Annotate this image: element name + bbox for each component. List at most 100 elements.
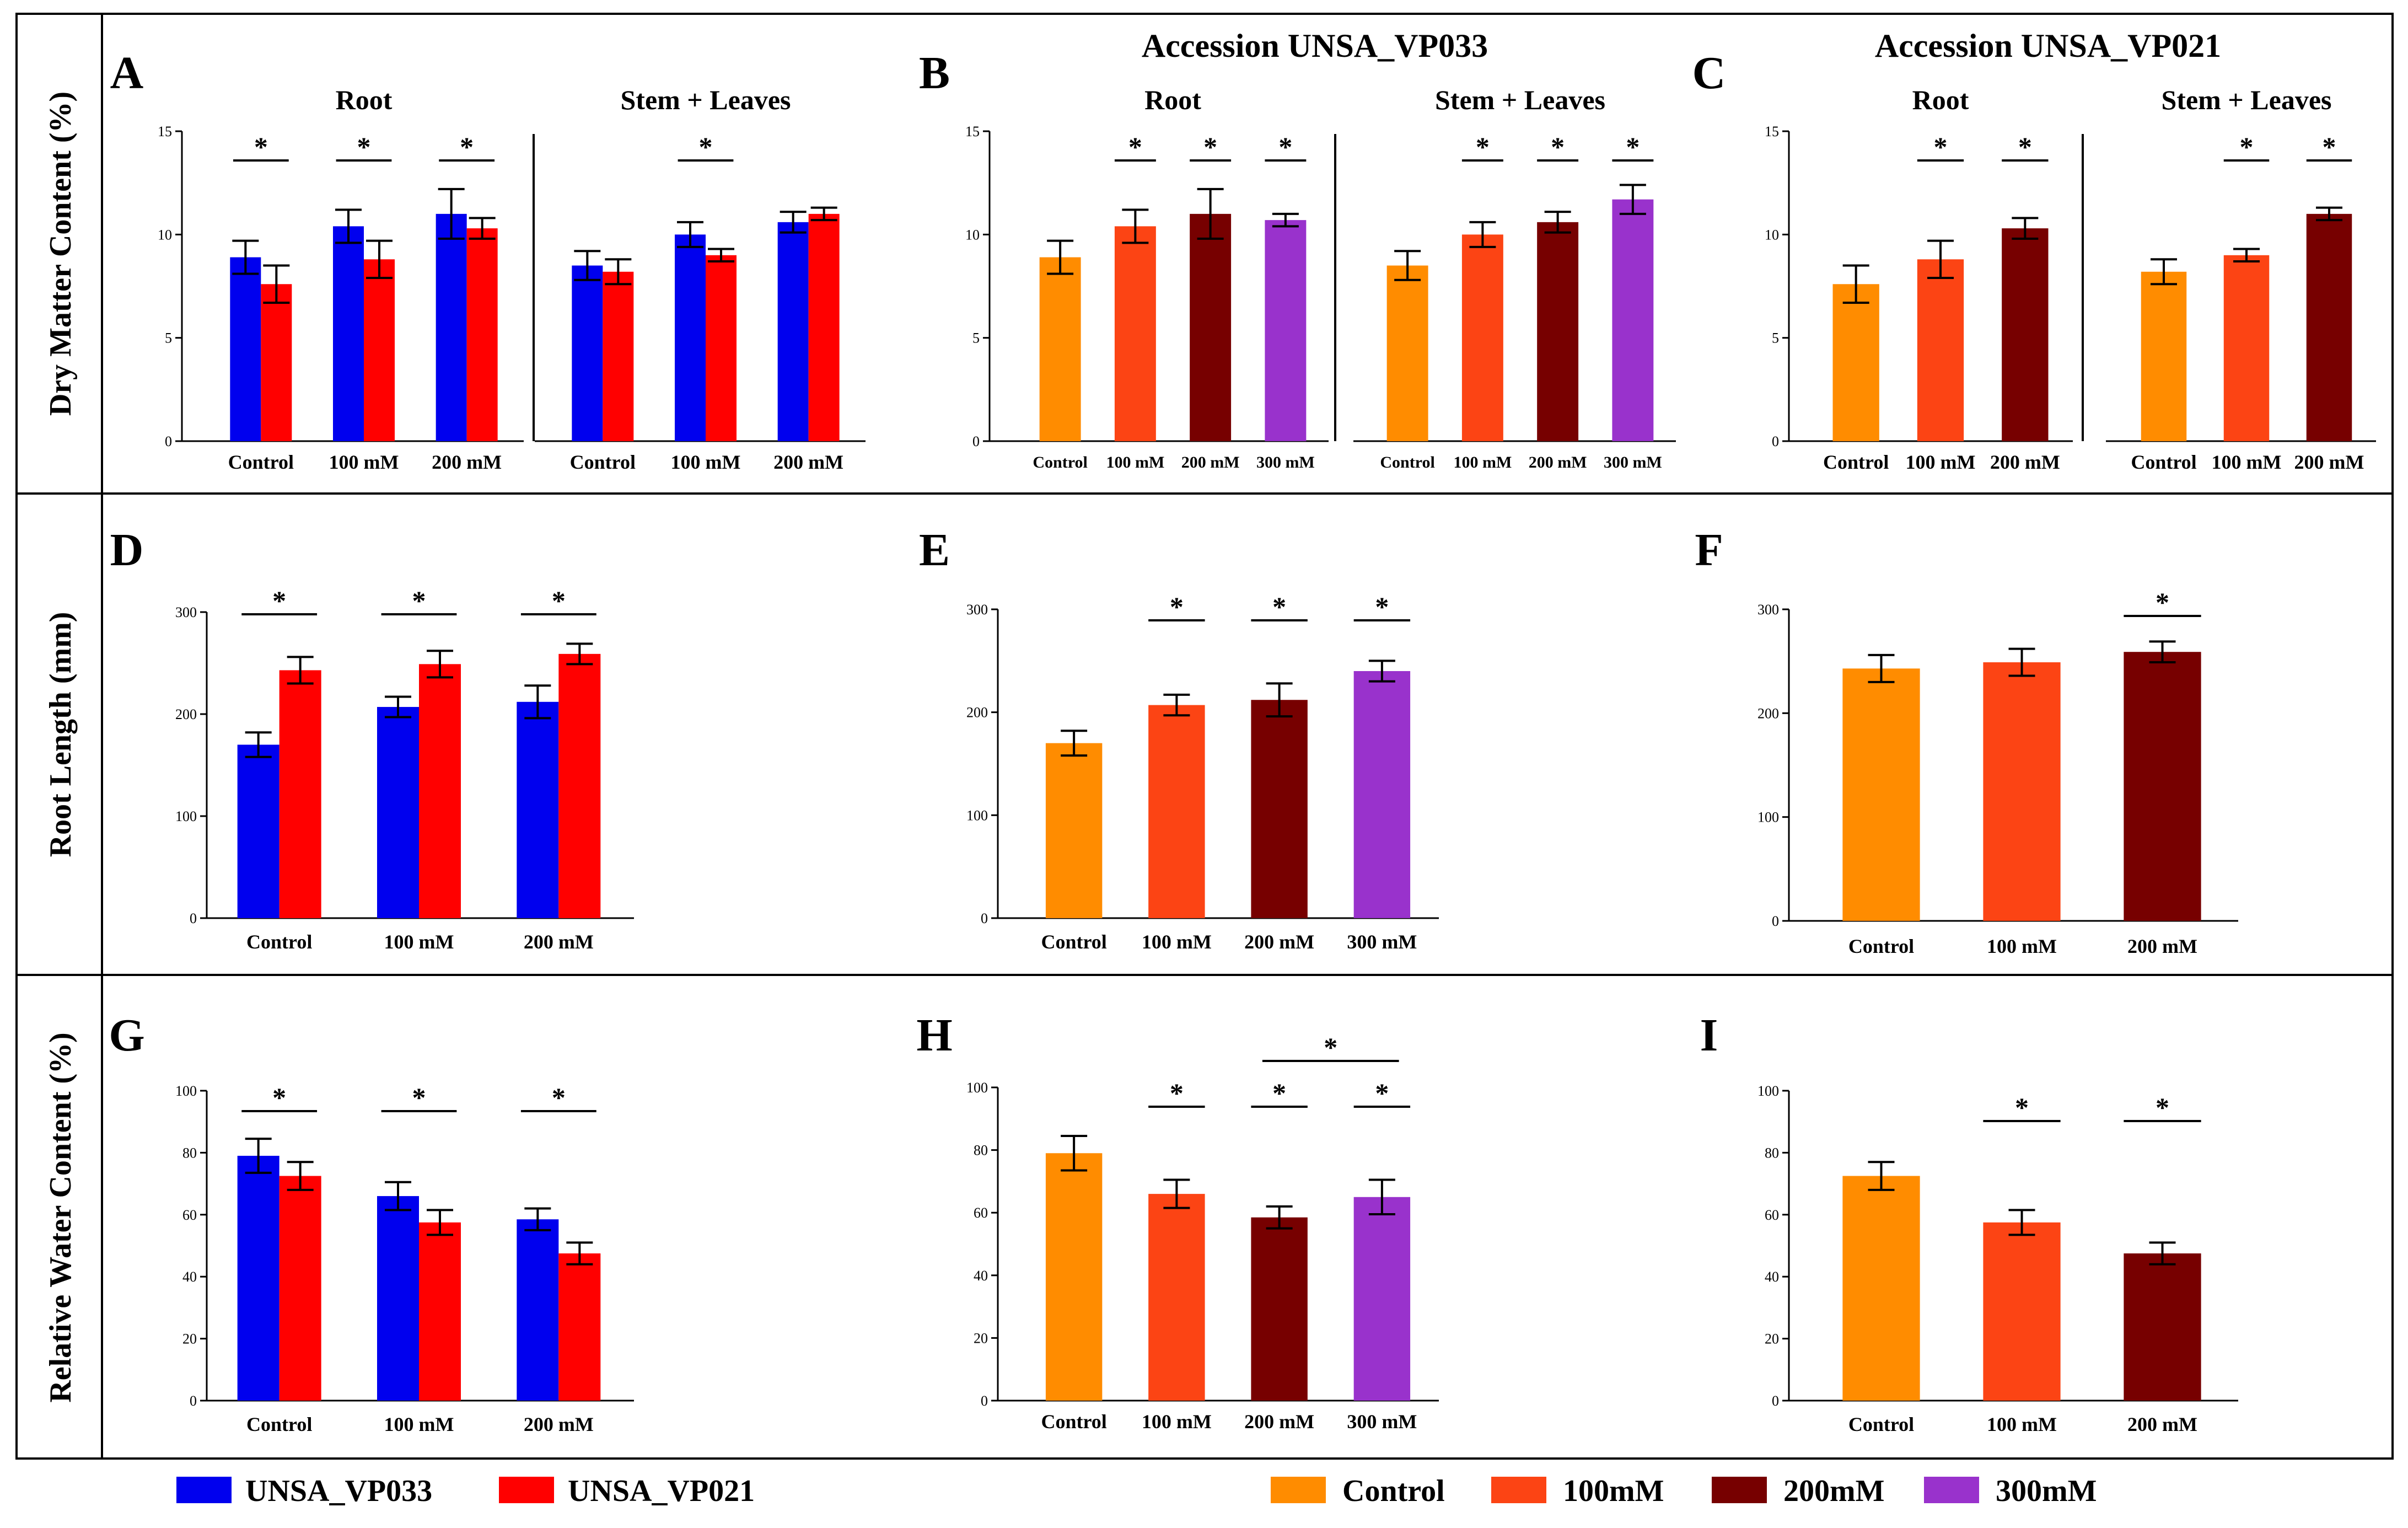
significance-star: *: [1551, 131, 1565, 162]
y-tick-label: 200: [175, 706, 197, 722]
significance-star: *: [2156, 587, 2169, 618]
bar: [558, 653, 601, 918]
significance-star: *: [1128, 131, 1142, 162]
panel-d: D 0 100 200 300 Control 100 mM 200 mM * * *: [110, 524, 634, 953]
x-tick-label: 100 mM: [2212, 451, 2282, 473]
y-tick-label: 0: [972, 433, 980, 449]
panel-f: F 0 100 200 300 Control 100 mM 200 mM *: [1695, 524, 2238, 957]
y-tick-label: 100: [1757, 809, 1779, 825]
bar: [333, 226, 364, 441]
bar: [279, 1176, 321, 1401]
panel-letter-i: I: [1700, 1010, 1718, 1061]
significance-star: *: [357, 131, 371, 162]
legend-label-300mm: 300mM: [1996, 1474, 2097, 1508]
x-tick-label: 200 mM: [2294, 451, 2364, 473]
significance-star: *: [1375, 1077, 1389, 1108]
y-tick-label: 80: [974, 1143, 988, 1159]
significance-star: *: [2018, 131, 2032, 162]
legend-label-100mm: 100mM: [1563, 1474, 1664, 1508]
bar: [1251, 1217, 1308, 1401]
bar: [1917, 259, 1964, 441]
significance-star: *: [2156, 1092, 2169, 1123]
legend-label-control: Control: [1342, 1474, 1445, 1508]
y-tick-label: 100: [966, 1080, 988, 1096]
bar: [808, 213, 840, 441]
x-tick-label: 200 mM: [432, 451, 502, 473]
y-tick-label: 80: [182, 1145, 197, 1161]
x-tick-label: 200 mM: [773, 451, 843, 473]
y-tick-label: 100: [966, 807, 988, 823]
x-tick-label: Control: [1033, 453, 1087, 471]
bar: [706, 255, 737, 441]
y-tick-label: 5: [972, 330, 980, 346]
panel-letter-a: A: [110, 47, 144, 99]
y-tick-label: 300: [966, 602, 988, 618]
bar: [466, 228, 498, 441]
x-tick-label: Control: [570, 451, 636, 473]
bar: [1114, 226, 1156, 441]
x-tick-label: 200 mM: [2127, 1413, 2197, 1435]
legend-swatch-300mm: [1924, 1477, 1979, 1503]
x-tick-label: 200 mM: [1244, 931, 1314, 953]
significance-star: *: [1278, 131, 1292, 162]
row-label-dry-matter: Dry Matter Content (%): [44, 92, 78, 416]
bar: [2223, 255, 2270, 441]
y-tick-label: 0: [1772, 1393, 1779, 1409]
bar: [572, 265, 603, 441]
legend-label-200mm: 200mM: [1783, 1474, 1885, 1508]
bar: [261, 284, 292, 441]
x-tick-label: 300 mM: [1347, 1411, 1417, 1433]
legend-label-unsa_vp033: UNSA_VP033: [245, 1474, 432, 1508]
x-tick-label: Control: [1848, 935, 1914, 957]
y-tick-label: 10: [965, 227, 980, 243]
bar: [1461, 234, 1503, 441]
panel-b: B 0 5 10 15 Root Control 100 mM 200 mM 300 mM * * * S…: [919, 47, 1676, 471]
panel-g: G 0 20 40 60 80 100 Control 100 mM 200 mM * * *: [109, 1010, 634, 1435]
y-tick-label: 20: [1765, 1331, 1779, 1347]
x-tick-label: 100 mM: [1106, 453, 1164, 471]
figure-frame: [15, 13, 2394, 1460]
significance-star: *: [2323, 131, 2336, 162]
bar: [230, 257, 261, 441]
bar: [2124, 1253, 2201, 1401]
bar: [1251, 700, 1308, 918]
significance-star: *: [412, 585, 426, 616]
significance-star: *: [1476, 131, 1490, 162]
y-tick-label: 200: [1757, 705, 1779, 721]
y-tick-label: 0: [190, 910, 197, 926]
bar: [1842, 668, 1920, 921]
bar: [419, 1222, 461, 1401]
bar: [419, 664, 461, 918]
significance-star: *: [699, 131, 713, 162]
x-tick-label: 200 mM: [1529, 453, 1587, 471]
bar: [1612, 199, 1654, 441]
x-tick-label: Control: [228, 451, 294, 473]
legend-swatch-control: [1271, 1477, 1326, 1503]
bar: [1353, 671, 1411, 918]
x-tick-label: 100 mM: [384, 1413, 454, 1435]
x-tick-label: 200 mM: [524, 1413, 594, 1435]
group-label: Root: [1912, 84, 1969, 115]
significance-star: *: [1375, 591, 1389, 622]
y-tick-label: 200: [966, 705, 988, 721]
bar: [517, 701, 559, 918]
x-tick-label: 200 mM: [1990, 451, 2060, 473]
legend-label-unsa_vp021: UNSA_VP021: [568, 1474, 755, 1508]
legend-swatch-200mm: [1712, 1477, 1767, 1503]
y-tick-label: 10: [158, 227, 172, 243]
bar: [1190, 213, 1232, 441]
x-tick-label: Control: [1041, 931, 1106, 953]
y-tick-label: 60: [182, 1207, 197, 1223]
significance-star: *: [2240, 131, 2254, 162]
bar: [1265, 220, 1307, 441]
x-tick-label: 100 mM: [671, 451, 741, 473]
x-tick-label: Control: [1380, 453, 1434, 471]
x-tick-label: Control: [1823, 451, 1889, 473]
bar: [1537, 222, 1579, 441]
x-tick-label: Control: [2131, 451, 2196, 473]
y-tick-label: 40: [974, 1268, 988, 1284]
panel-e: E 0 100 200 300 Control 100 mM 200 mM 300 mM * * *: [919, 524, 1439, 953]
bar: [1832, 284, 1879, 441]
y-tick-label: 5: [165, 330, 172, 346]
